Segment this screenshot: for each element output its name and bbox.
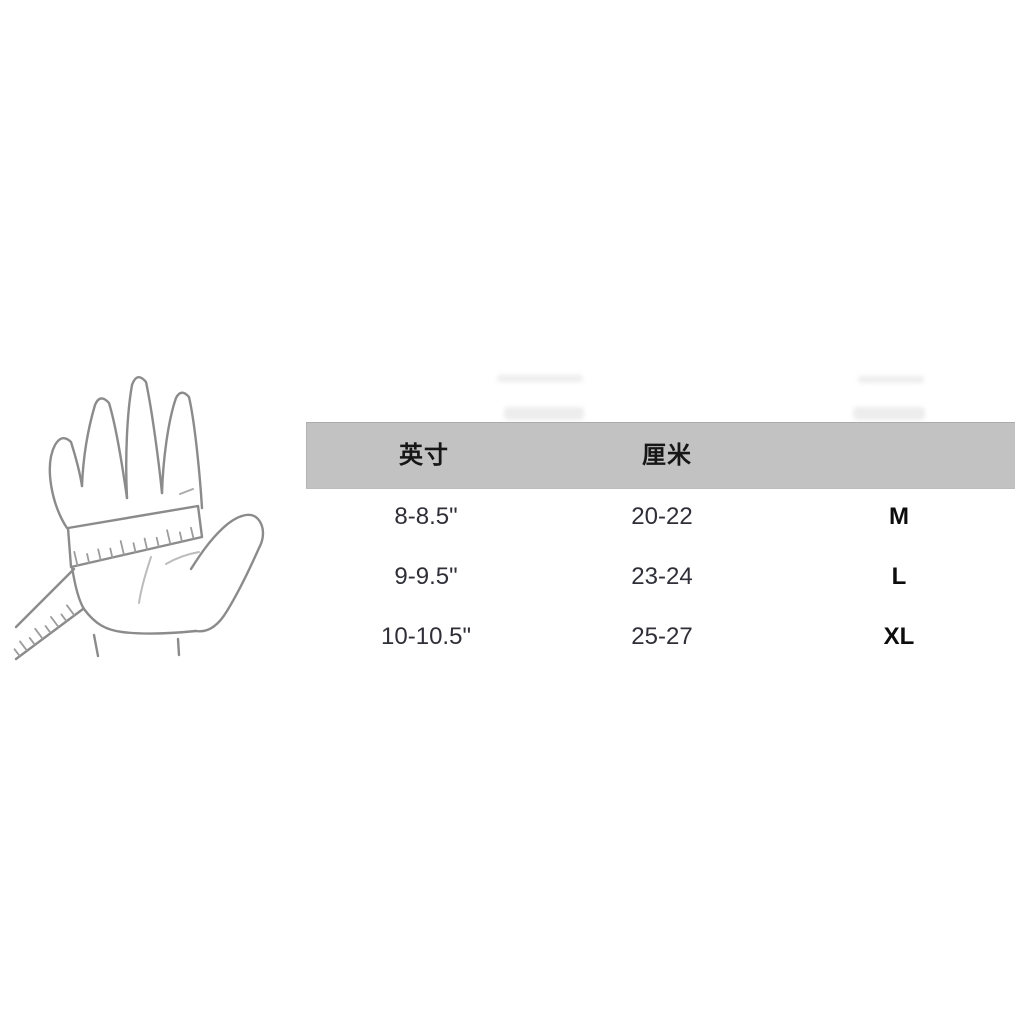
cm-value: 25-27 — [631, 623, 693, 650]
inches-value: 8-8.5" — [394, 503, 458, 530]
size-label: L — [891, 563, 907, 590]
inches-value: 10-10.5" — [381, 623, 471, 650]
table-header-bar: 英寸 厘米 — [306, 422, 1015, 488]
wrist-line — [92, 633, 100, 658]
smudge-mark — [504, 407, 584, 420]
palm-crease — [165, 551, 200, 565]
header-inches: 英寸 — [399, 442, 449, 469]
cm-value: 20-22 — [631, 503, 693, 530]
smudge-mark — [858, 376, 924, 383]
smudge-mark — [497, 375, 583, 382]
pinky-finger — [48, 437, 84, 530]
thumb-outline — [189, 513, 265, 633]
knuckle-crease — [179, 488, 194, 495]
smudge-mark — [853, 407, 925, 420]
ring-finger — [80, 397, 129, 500]
cm-value: 23-24 — [631, 563, 693, 590]
tape-strip — [14, 567, 76, 629]
header-cm: 厘米 — [642, 442, 692, 469]
inches-value: 9-9.5" — [394, 563, 458, 590]
tape-band-ticks — [73, 526, 195, 567]
hand-with-tape-measure-icon — [13, 376, 265, 661]
wrist-line — [176, 637, 181, 657]
index-finger — [160, 391, 204, 510]
tape-band — [66, 504, 204, 569]
size-label: M — [889, 503, 909, 530]
size-label: XL — [883, 623, 915, 650]
palm-outline — [70, 565, 198, 635]
palm-crease — [138, 556, 152, 604]
middle-finger — [125, 376, 164, 500]
tape-strip-ticks — [13, 604, 75, 657]
